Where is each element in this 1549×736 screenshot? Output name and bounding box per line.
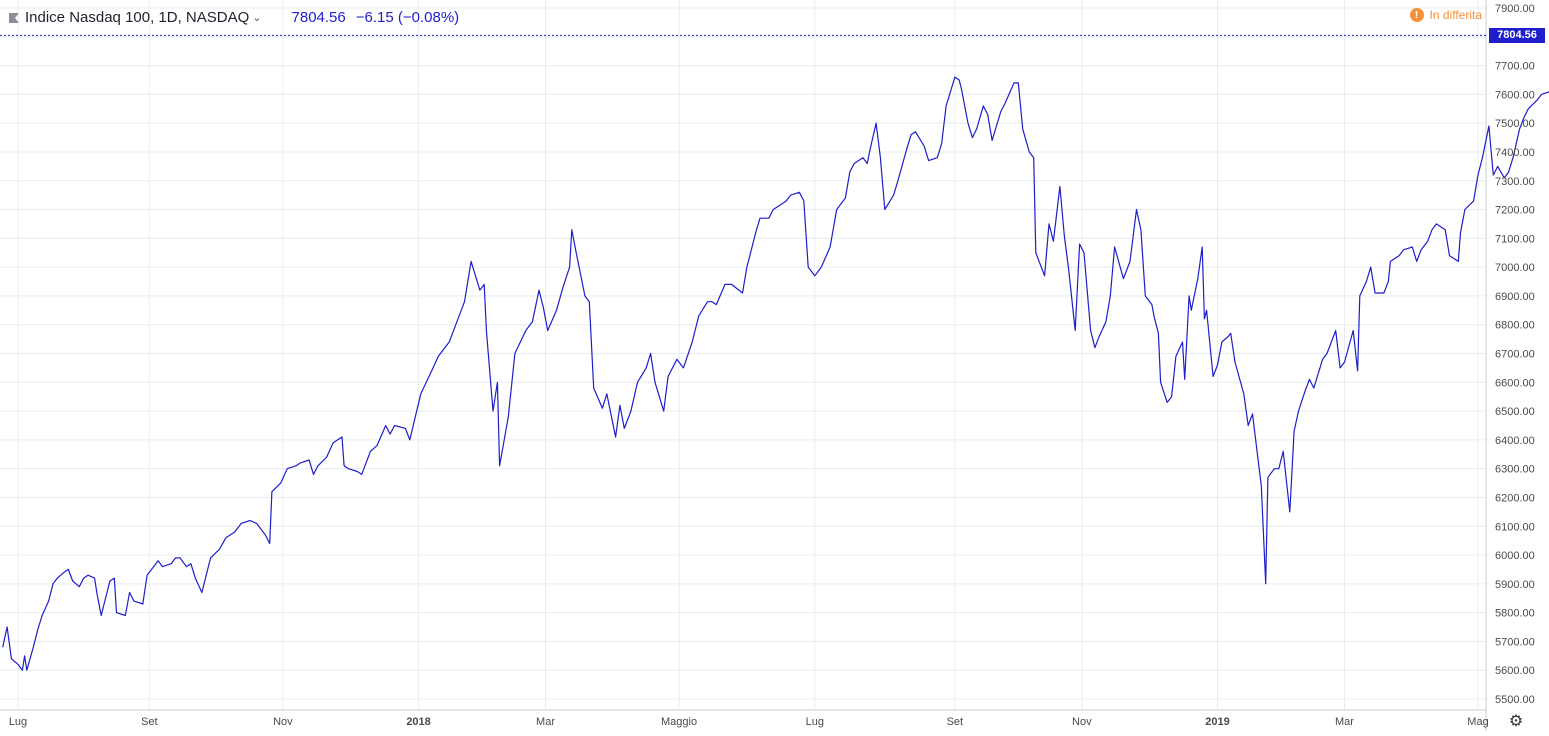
chevron-down-icon[interactable]: ⌄: [252, 11, 262, 24]
x-tick-label: 2019: [1205, 716, 1229, 728]
y-tick-label: 5900.00: [1495, 579, 1535, 591]
y-tick-label: 6100.00: [1495, 521, 1535, 533]
last-price-tag: 7804.56: [1489, 27, 1545, 43]
y-tick-label: 7700.00: [1495, 61, 1535, 73]
grid: [0, 0, 1486, 710]
y-tick-label: 6500.00: [1495, 406, 1535, 418]
x-tick-label: Mar: [1335, 716, 1354, 728]
delayed-label: In differita: [1429, 8, 1482, 22]
y-tick-label: 7400.00: [1495, 147, 1535, 159]
y-tick-label: 7200.00: [1495, 205, 1535, 217]
delayed-indicator[interactable]: ! In differita: [1409, 8, 1482, 22]
flag-icon: [8, 11, 20, 23]
y-tick-label: 6700.00: [1495, 349, 1535, 361]
y-tick-label: 7900.00: [1495, 3, 1535, 15]
x-tick-label: Lug: [9, 716, 27, 728]
series: [2, 76, 1549, 671]
x-tick-label: Set: [141, 716, 158, 728]
y-tick-label: 7000.00: [1495, 262, 1535, 274]
y-tick-label: 6200.00: [1495, 492, 1535, 504]
x-tick-label: Mag: [1467, 716, 1488, 728]
y-tick-label: 6600.00: [1495, 377, 1535, 389]
symbol-header: Indice Nasdaq 100, 1D, NASDAQ ⌄ 7804.56 …: [8, 6, 459, 28]
x-tick-label: Lug: [806, 716, 824, 728]
y-tick-label: 6400.00: [1495, 435, 1535, 447]
y-tick-label: 5700.00: [1495, 636, 1535, 648]
y-tick-label: 7500.00: [1495, 118, 1535, 130]
x-tick-label: Maggio: [661, 716, 697, 728]
y-tick-label: 5800.00: [1495, 608, 1535, 620]
symbol-title[interactable]: Indice Nasdaq 100, 1D, NASDAQ: [25, 8, 250, 26]
y-tick-label: 6000.00: [1495, 550, 1535, 562]
x-tick-label: Nov: [273, 716, 293, 728]
price-change: −6.15 (−0.08%): [355, 8, 460, 26]
y-tick-label: 5600.00: [1495, 665, 1535, 677]
x-tick-label: Set: [947, 716, 964, 728]
y-tick-label: 7300.00: [1495, 176, 1535, 188]
labels: 7900.007800.007700.007600.007500.007400.…: [9, 3, 1535, 728]
y-tick-label: 6900.00: [1495, 291, 1535, 303]
y-tick-label: 5500.00: [1495, 694, 1535, 706]
axes: [0, 0, 1487, 731]
last-price: 7804.56: [291, 8, 346, 26]
x-tick-label: Mar: [536, 716, 555, 728]
x-tick-label: Nov: [1072, 716, 1092, 728]
warning-icon: !: [1409, 8, 1424, 22]
y-tick-label: 7100.00: [1495, 233, 1535, 245]
gear-icon[interactable]: ⚙: [1508, 713, 1524, 730]
y-tick-label: 6800.00: [1495, 320, 1535, 332]
x-tick-label: 2018: [406, 716, 430, 728]
price-line: [2, 76, 1549, 671]
y-tick-label: 7600.00: [1495, 89, 1535, 101]
y-tick-label: 6300.00: [1495, 464, 1535, 476]
